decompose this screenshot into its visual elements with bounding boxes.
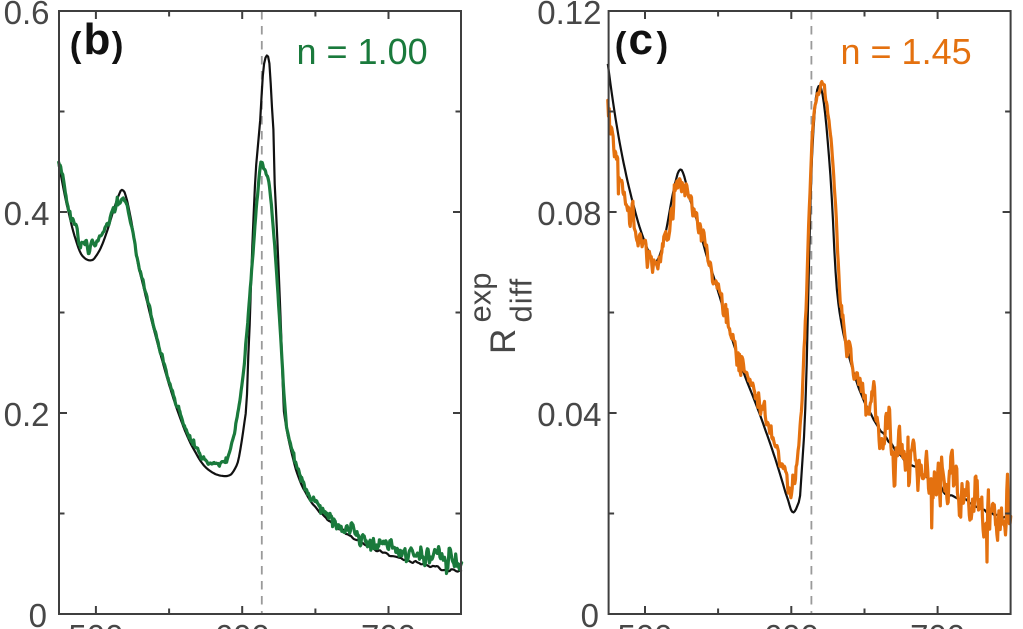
svg-text:500: 500 (68, 618, 123, 629)
svg-text:diff: diff (504, 278, 539, 323)
svg-text:R: R (484, 329, 523, 354)
svg-text:0.4: 0.4 (4, 195, 50, 232)
svg-text:500: 500 (617, 618, 672, 629)
svg-text:exp: exp (463, 273, 498, 323)
svg-text:0.6: 0.6 (4, 0, 50, 31)
svg-text:0: 0 (29, 597, 47, 629)
svg-text:600: 600 (764, 618, 819, 629)
svg-text:(: ( (70, 26, 82, 65)
svg-text:(: ( (615, 26, 627, 65)
svg-text:c: c (629, 15, 653, 64)
svg-text:0.2: 0.2 (4, 396, 50, 433)
svg-text:n = 1.45: n = 1.45 (841, 31, 972, 72)
svg-text:): ) (112, 26, 124, 65)
svg-text:): ) (657, 26, 669, 65)
svg-text:b: b (84, 15, 111, 64)
svg-text:n = 1.00: n = 1.00 (297, 31, 428, 72)
svg-text:700: 700 (361, 618, 416, 629)
svg-text:700: 700 (910, 618, 965, 629)
svg-text:0: 0 (581, 597, 599, 629)
svg-text:0.08: 0.08 (537, 195, 601, 232)
svg-text:0.04: 0.04 (537, 396, 601, 433)
svg-text:0.12: 0.12 (537, 0, 601, 31)
svg-text:600: 600 (215, 618, 270, 629)
